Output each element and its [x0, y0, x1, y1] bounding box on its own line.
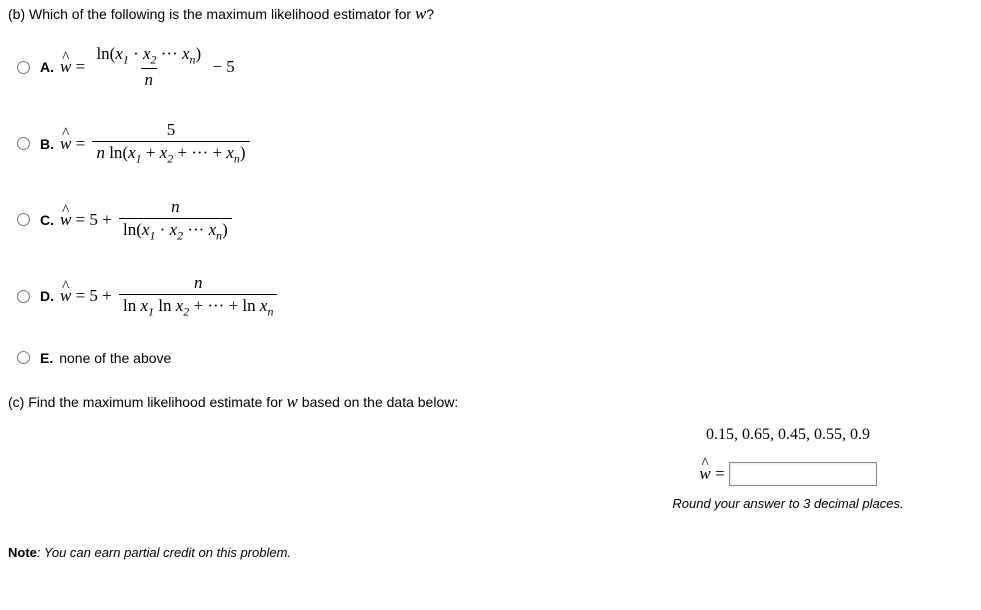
part-c: (c) Find the maximum likelihood estimate…	[8, 392, 973, 511]
part-c-data-values: 0.15, 0.65, 0.45, 0.55, 0.9	[628, 426, 948, 444]
w-hat-input[interactable]	[729, 462, 877, 486]
option-c-label: C.	[40, 212, 54, 228]
option-a-label: A.	[40, 59, 54, 75]
round-note: Round your answer to 3 decimal places.	[628, 496, 948, 511]
option-b-row: B. w = 5 n ln(x1 + x2 + ··· + xn)	[12, 120, 973, 166]
footer-note: Note: You can earn partial credit on thi…	[8, 545, 973, 560]
part-c-prompt: (c) Find the maximum likelihood estimate…	[8, 392, 973, 412]
option-c-row: C. w = 5 + n ln(x1 · x2 ··· xn)	[12, 197, 973, 243]
option-e-text: none of the above	[59, 350, 171, 366]
option-a-row: A. w = ln(x1 · x2 ··· xn) n − 5	[12, 44, 973, 90]
option-b-formula: w = 5 n ln(x1 + x2 + ··· + xn)	[60, 120, 253, 166]
option-e-radio[interactable]	[17, 351, 30, 364]
option-b-label: B.	[40, 136, 54, 152]
option-d-radio[interactable]	[17, 290, 30, 303]
option-c-radio[interactable]	[17, 213, 30, 226]
option-a-radio[interactable]	[17, 61, 30, 74]
w-hat-equals: w =	[699, 464, 724, 484]
option-c-formula: w = 5 + n ln(x1 · x2 ··· xn)	[60, 197, 235, 243]
option-a-formula: w = ln(x1 · x2 ··· xn) n − 5	[60, 44, 235, 90]
footer-note-text: : You can earn partial credit on this pr…	[37, 545, 291, 560]
option-d-row: D. w = 5 + n ln x1 ln x2 + ··· + ln xn	[12, 273, 973, 319]
part-c-answer-row: w =	[628, 462, 948, 486]
option-b-radio[interactable]	[17, 137, 30, 150]
option-e-row: E. none of the above	[12, 350, 973, 366]
option-d-label: D.	[40, 288, 54, 304]
option-e-label: E.	[40, 350, 53, 366]
footer-note-label: Note	[8, 545, 37, 560]
option-d-formula: w = 5 + n ln x1 ln x2 + ··· + ln xn	[60, 273, 280, 319]
part-b-prompt: (b) Which of the following is the maximu…	[8, 4, 973, 24]
part-c-data-block: 0.15, 0.65, 0.45, 0.55, 0.9 w = Round yo…	[628, 426, 948, 511]
